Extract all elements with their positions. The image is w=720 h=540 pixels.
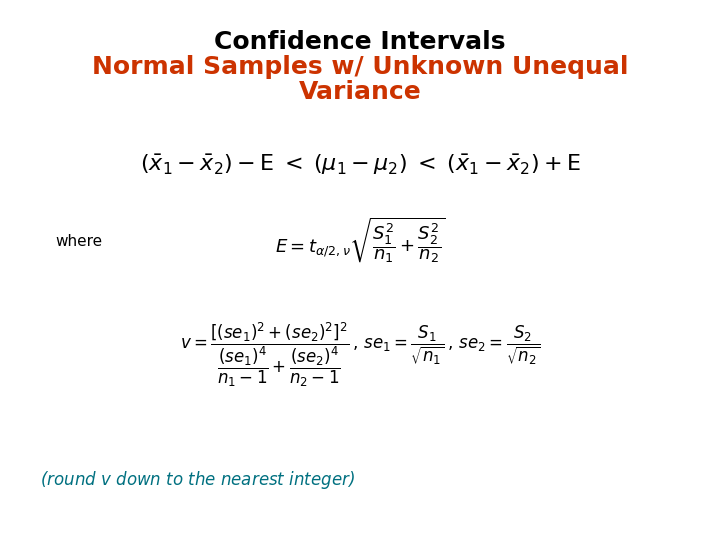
Text: $(\bar{x}_1 - \bar{x}_2) - \mathrm{E} \;<\; (\mu_1 - \mu_2) \;<\; (\bar{x}_1 - \: $(\bar{x}_1 - \bar{x}_2) - \mathrm{E} \;…: [140, 153, 580, 177]
Text: Normal Samples w/ Unknown Unequal: Normal Samples w/ Unknown Unequal: [91, 55, 629, 79]
Text: $E = t_{\alpha/2,\nu}\sqrt{\dfrac{S_1^2}{n_1} + \dfrac{S_2^2}{n_2}}$: $E = t_{\alpha/2,\nu}\sqrt{\dfrac{S_1^2}…: [274, 215, 446, 265]
Text: ($\mathit{round}$ $v$ $\mathit{down}$ $\mathit{to}$ $\mathit{the}$ $\mathit{near: ($\mathit{round}$ $v$ $\mathit{down}$ $\…: [40, 469, 355, 491]
Text: where: where: [55, 234, 102, 249]
Text: $v = \dfrac{[(se_1)^2 + (se_2)^2]^2}{\dfrac{(se_1)^4}{n_1-1} + \dfrac{(se_2)^4}{: $v = \dfrac{[(se_1)^2 + (se_2)^2]^2}{\df…: [180, 321, 540, 389]
Text: Variance: Variance: [299, 80, 421, 104]
Text: Confidence Intervals: Confidence Intervals: [215, 30, 505, 54]
